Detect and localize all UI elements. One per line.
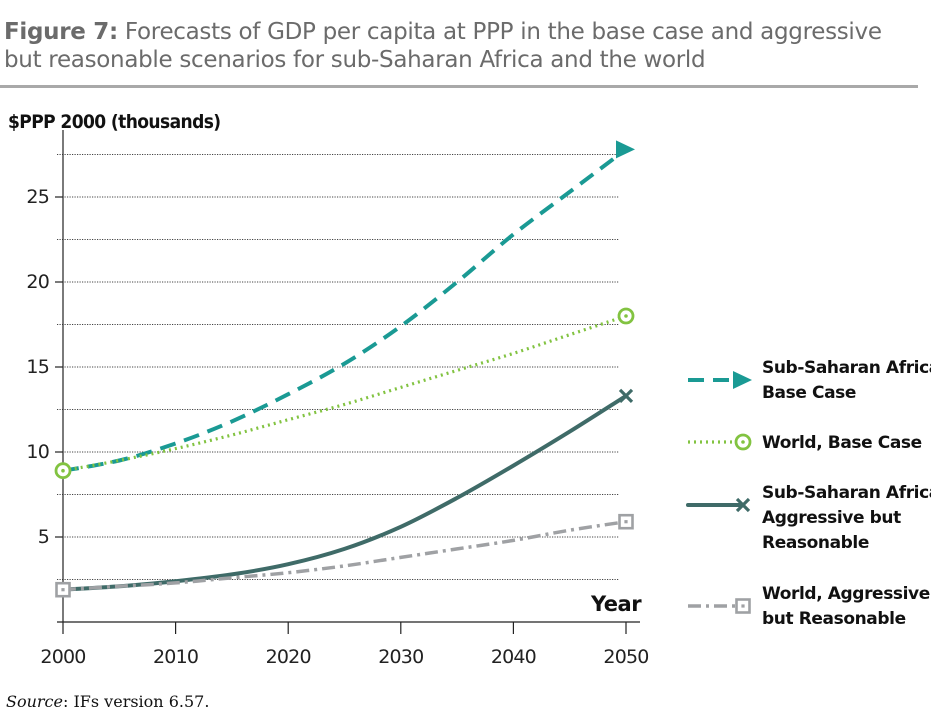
legend-label-2: World, Base Case [762, 433, 922, 453]
legend-label-3: Aggressive but [762, 508, 901, 528]
source-label: Source [6, 692, 63, 711]
figure-title: Figure 7: Forecasts of GDP per capita at… [4, 18, 919, 74]
grid-lines [57, 154, 619, 580]
series-end-marker-2-dot [624, 314, 628, 318]
y-axis-label: $PPP 2000 (thousands) [8, 111, 221, 133]
y-tick-label: 5 [38, 526, 49, 548]
legend-marker-3 [735, 497, 751, 513]
series-line-1 [62, 147, 628, 473]
source-text: : IFs version 6.57. [62, 692, 210, 711]
series-start-marker-2-dot [61, 468, 65, 473]
series-line-3 [61, 393, 628, 592]
legend-marker-1 [733, 371, 752, 389]
x-axis-label: Year [591, 592, 642, 616]
legend-label-4: World, Aggressive [762, 584, 930, 604]
title-divider [0, 85, 918, 88]
x-tick-label: 2050 [603, 646, 648, 668]
y-tick-label: 10 [26, 441, 49, 463]
legend-label-4: but Reasonable [762, 609, 906, 629]
series-start-marker-4-dot [61, 588, 65, 592]
series-line-2 [62, 314, 627, 473]
source-note: Source: IFs version 6.57. [6, 692, 209, 711]
y-tick-label: 25 [26, 186, 49, 208]
legend-label-1: Base Case [762, 383, 856, 403]
legend: Sub-Saharan Africa, Base Case World, Base … [686, 358, 931, 629]
series-end-marker-3 [618, 388, 634, 404]
series-end-marker-4-dot [624, 520, 628, 524]
x-tick-label: 2010 [153, 646, 198, 668]
legend-label-3: Reasonable [762, 533, 869, 553]
y-tick-label: 20 [26, 271, 49, 293]
series-end-marker-1 [616, 140, 635, 159]
legend-label-1: Sub-Saharan Africa, [762, 358, 931, 378]
x-tick-label: 2040 [491, 646, 536, 668]
figure-label: Figure 7: [4, 19, 118, 45]
legend-marker-4-dot [741, 604, 745, 608]
y-tick-label: 15 [26, 356, 49, 378]
x-tick-label: 2000 [40, 646, 85, 668]
axes: 5 10 15 20 25 2000 2010 2020 2030 2040 2050 [26, 130, 649, 668]
legend-marker-2-dot [741, 440, 745, 444]
figure-title-text: Forecasts of GDP per capita at PPP in th… [4, 19, 882, 73]
x-tick-label: 2030 [378, 646, 423, 668]
line-chart: 5 10 15 20 25 2000 2010 2020 2030 2040 2050 Sub-Sa… [26, 130, 931, 668]
x-tick-label: 2020 [266, 646, 311, 668]
legend-label-3: Sub-Saharan Africa, [762, 483, 931, 503]
series-layer [54, 140, 635, 598]
series-line-4 [62, 519, 627, 592]
